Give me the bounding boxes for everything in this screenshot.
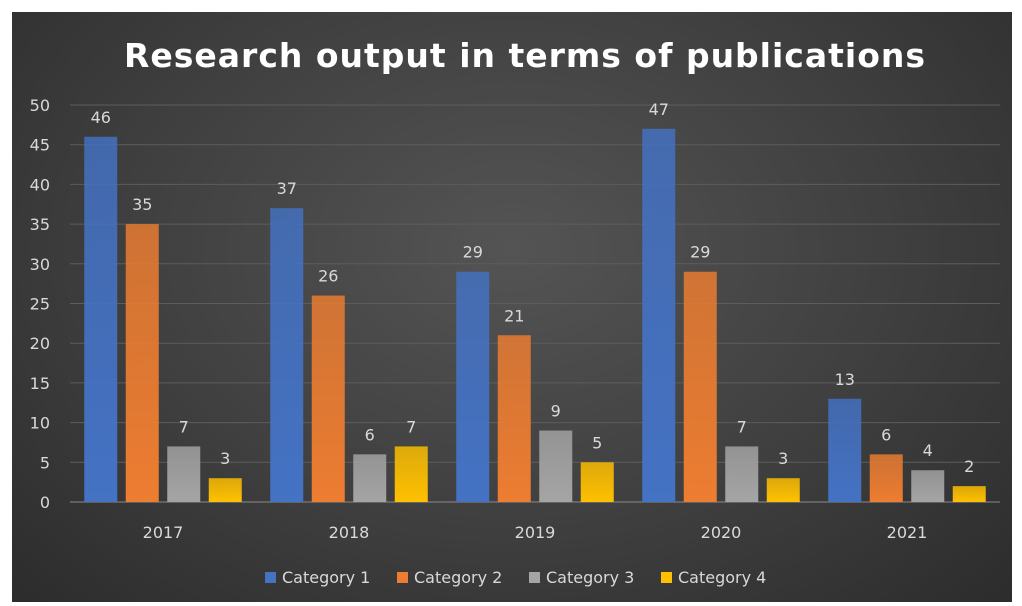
legend-swatch bbox=[265, 572, 276, 583]
x-tick-label: 2021 bbox=[887, 523, 928, 542]
y-tick-label: 15 bbox=[30, 374, 50, 393]
data-label: 3 bbox=[778, 449, 788, 468]
data-label: 35 bbox=[132, 195, 152, 214]
legend-swatch bbox=[397, 572, 408, 583]
data-label: 13 bbox=[835, 370, 855, 389]
bar-2018-category-3 bbox=[353, 454, 387, 502]
bar-2017-category-2 bbox=[125, 224, 159, 502]
y-tick-label: 40 bbox=[30, 175, 50, 194]
bar-2021-category-3 bbox=[911, 470, 945, 502]
grid-layer bbox=[70, 104, 1000, 503]
data-label: 3 bbox=[220, 449, 230, 468]
data-label: 2 bbox=[964, 457, 974, 476]
y-tick-label: 5 bbox=[40, 453, 50, 472]
bar-2019-category-1 bbox=[456, 271, 490, 502]
legend: Category 1 Category 2 Category 3 Category 4 bbox=[265, 568, 766, 587]
bar-2020-category-3 bbox=[725, 446, 759, 502]
bars-layer bbox=[84, 128, 986, 502]
bar-2019-category-2 bbox=[497, 335, 531, 502]
y-tick-label: 35 bbox=[30, 215, 50, 234]
bar-2021-category-1 bbox=[828, 398, 862, 502]
chart-frame: Research output in terms of publications… bbox=[12, 12, 1012, 602]
data-label: 7 bbox=[179, 417, 189, 436]
legend-swatch bbox=[661, 572, 672, 583]
labels-layer: 46 35 7 3 37 26 6 7 29 21 9 5 47 29 7 3 13 6 4 2 bbox=[91, 100, 975, 476]
legend-label: Category 3 bbox=[546, 568, 634, 587]
x-tick-label: 2017 bbox=[143, 523, 184, 542]
data-label: 9 bbox=[551, 402, 561, 421]
bar-2017-category-1 bbox=[84, 136, 118, 502]
chart-svg: Research output in terms of publications… bbox=[30, 36, 1000, 587]
bar-2018-category-1 bbox=[270, 208, 304, 502]
y-tick-label: 0 bbox=[40, 493, 50, 512]
data-label: 4 bbox=[923, 441, 933, 460]
y-tick-label: 20 bbox=[30, 334, 50, 353]
bar-2020-category-2 bbox=[683, 271, 717, 502]
x-tick-label: 2018 bbox=[329, 523, 370, 542]
bar-2019-category-3 bbox=[539, 430, 573, 502]
data-label: 6 bbox=[881, 425, 891, 444]
bar-2021-category-2 bbox=[869, 454, 903, 502]
x-tick-label: 2020 bbox=[701, 523, 742, 542]
chart-title: Research output in terms of publications bbox=[124, 36, 926, 75]
data-label: 29 bbox=[690, 243, 710, 262]
data-label: 7 bbox=[737, 417, 747, 436]
data-label: 26 bbox=[318, 267, 338, 286]
bar-2019-category-4 bbox=[580, 462, 614, 502]
data-label: 21 bbox=[504, 306, 524, 325]
bar-2018-category-4 bbox=[394, 446, 428, 502]
bar-2018-category-2 bbox=[311, 295, 345, 502]
y-tick-label: 45 bbox=[30, 136, 50, 155]
legend-swatch bbox=[529, 572, 540, 583]
data-label: 6 bbox=[365, 425, 375, 444]
legend-label: Category 1 bbox=[282, 568, 370, 587]
data-label: 46 bbox=[91, 108, 111, 127]
data-label: 5 bbox=[592, 433, 602, 452]
legend-label: Category 2 bbox=[414, 568, 502, 587]
data-label: 29 bbox=[463, 243, 483, 262]
bar-2020-category-4 bbox=[766, 478, 800, 502]
data-label: 37 bbox=[277, 179, 297, 198]
y-tick-label: 10 bbox=[30, 414, 50, 433]
x-tick-label: 2019 bbox=[515, 523, 556, 542]
data-label: 47 bbox=[649, 100, 669, 119]
y-tick-label: 25 bbox=[30, 295, 50, 314]
y-tick-label: 30 bbox=[30, 255, 50, 274]
data-label: 7 bbox=[406, 417, 416, 436]
bar-2020-category-1 bbox=[642, 128, 676, 502]
bar-2021-category-4 bbox=[952, 486, 986, 502]
legend-label: Category 4 bbox=[678, 568, 766, 587]
bar-2017-category-3 bbox=[167, 446, 201, 502]
bar-2017-category-4 bbox=[208, 478, 242, 502]
y-tick-label: 50 bbox=[30, 96, 50, 115]
